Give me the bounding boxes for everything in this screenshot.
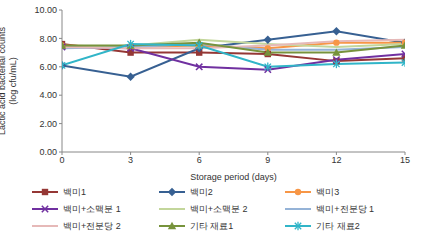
svg-text:6.00: 6.00 — [39, 62, 57, 72]
svg-text:15: 15 — [400, 155, 410, 165]
svg-text:8.00: 8.00 — [39, 34, 57, 44]
html-text:백미+전분당 1: 백미+전분당 1 — [316, 203, 375, 214]
html-text:백미1: 백미1 — [63, 186, 86, 197]
svg-text:Lactic acid bacterial counts(l: Lactic acid bacterial counts(log cfu/mL) — [8, 26, 18, 135]
svg-text:10.00: 10.00 — [34, 5, 57, 15]
svg-text:Storage period (days): Storage period (days) — [190, 172, 277, 182]
svg-text:4.00: 4.00 — [39, 90, 57, 100]
html-text:백미2: 백미2 — [189, 186, 213, 197]
html-text:기타 재료1: 기타 재료1 — [189, 220, 234, 231]
html-text:백미3: 백미3 — [316, 186, 340, 197]
svg-text:6: 6 — [197, 155, 202, 165]
html-text:기타 재료2: 기타 재료2 — [316, 220, 360, 231]
svg-text:0.00: 0.00 — [39, 147, 57, 157]
html-text:백미+소맥분 1: 백미+소맥분 1 — [63, 203, 121, 214]
html-text:백미+소맥분 2: 백미+소맥분 2 — [189, 203, 248, 214]
svg-text:12: 12 — [331, 155, 341, 165]
svg-text:0: 0 — [59, 155, 64, 165]
svg-text:2.00: 2.00 — [39, 119, 57, 129]
svg-text:9: 9 — [265, 155, 270, 165]
svg-text:3: 3 — [128, 155, 133, 165]
html-text:백미+전분당 2: 백미+전분당 2 — [63, 220, 121, 231]
